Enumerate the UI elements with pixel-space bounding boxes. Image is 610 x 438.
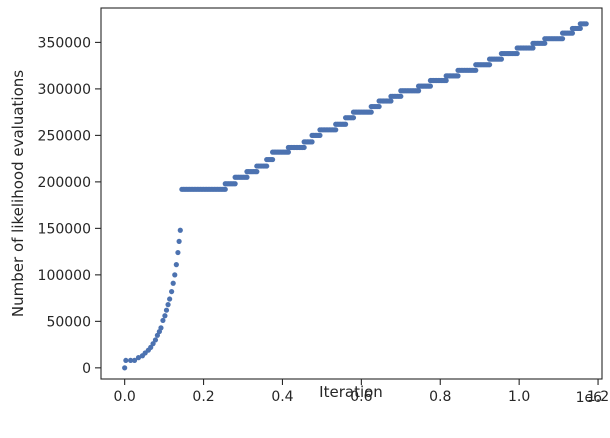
- data-point: [232, 181, 238, 187]
- data-point: [388, 98, 394, 104]
- data-point: [158, 325, 164, 331]
- x-axis-label: Iteration: [319, 383, 383, 401]
- data-point: [285, 149, 291, 155]
- data-point: [170, 280, 176, 286]
- y-tick-label: 200000: [38, 175, 91, 191]
- y-tick-label: 250000: [38, 128, 91, 144]
- y-axis-label: Number of likelihood evaluations: [9, 70, 27, 317]
- y-tick-label: 300000: [38, 82, 91, 98]
- data-point: [150, 341, 156, 347]
- data-point: [301, 144, 307, 151]
- data-point: [583, 21, 589, 27]
- data-point: [333, 127, 339, 133]
- data-point: [398, 93, 404, 99]
- data-point: [222, 186, 228, 192]
- x-tick-label: 1.2: [587, 389, 609, 405]
- data-point: [270, 156, 276, 163]
- y-tick-label: 0: [82, 361, 91, 377]
- data-point: [175, 249, 181, 256]
- y-tick-label: 100000: [38, 268, 91, 284]
- data-point: [177, 227, 183, 233]
- data-point: [163, 307, 170, 313]
- data-point: [415, 88, 422, 94]
- data-point: [264, 163, 270, 169]
- data-point: [135, 355, 142, 361]
- x-tick-label: 0.0: [114, 389, 136, 405]
- data-point: [127, 357, 134, 364]
- data-points: [122, 21, 589, 371]
- data-point: [162, 313, 168, 319]
- axis-ticks: 0.0 0.2 0.4 0.6 0.8 1.0 1.2 0 50000 100000 150000 2…: [38, 35, 610, 405]
- data-point: [368, 109, 374, 115]
- data-point: [244, 174, 250, 180]
- data-point: [131, 357, 138, 364]
- data-point: [455, 73, 461, 79]
- x-tick-label: 0.2: [192, 389, 214, 405]
- x-tick-label: 0.8: [429, 389, 451, 405]
- data-point: [342, 121, 349, 127]
- y-tick-label: 50000: [46, 314, 91, 330]
- data-point: [173, 262, 179, 268]
- data-point: [165, 302, 171, 308]
- data-point: [122, 365, 128, 371]
- data-point: [123, 357, 129, 364]
- data-point: [309, 139, 315, 145]
- data-point: [148, 344, 154, 350]
- data-point: [542, 40, 548, 46]
- data-point: [317, 132, 323, 138]
- data-point: [160, 317, 166, 324]
- data-point: [530, 45, 536, 51]
- data-point: [514, 50, 520, 57]
- data-point: [254, 169, 260, 175]
- y-tick-label: 150000: [38, 221, 91, 237]
- data-point: [350, 115, 357, 121]
- data-point: [152, 337, 159, 343]
- x-tick-label: 0.6: [350, 389, 372, 405]
- data-point: [569, 30, 576, 36]
- plot-area-frame: [100, 7, 603, 380]
- data-point: [427, 83, 433, 89]
- data-point: [172, 272, 178, 278]
- data-point: [559, 36, 566, 42]
- x-tick-label: 0.4: [271, 389, 293, 405]
- data-point: [486, 62, 493, 68]
- data-point: [176, 238, 182, 244]
- data-point: [443, 77, 449, 84]
- data-point: [577, 25, 583, 32]
- y-tick-label: 350000: [38, 35, 91, 51]
- data-point: [169, 288, 175, 295]
- x-tick-label: 1.0: [508, 389, 530, 405]
- x-axis-offset-text: 1e6: [576, 390, 603, 406]
- data-point: [167, 296, 173, 302]
- data-point: [498, 56, 505, 62]
- data-point: [376, 103, 382, 110]
- data-point: [473, 67, 479, 73]
